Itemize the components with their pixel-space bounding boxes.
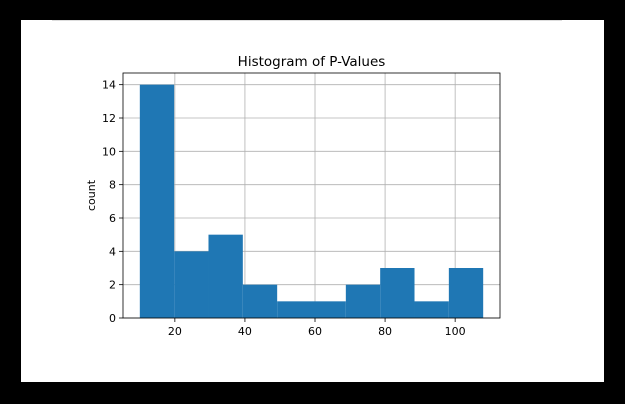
y-tick-label: 8 bbox=[109, 179, 116, 192]
histogram-bar bbox=[448, 268, 484, 318]
histogram-bar bbox=[277, 301, 312, 318]
ticks-layer: 0 2 4 6 8 10 12 14 20 40 60 80 100 bbox=[102, 79, 466, 338]
chart-title: Histogram of P-Values bbox=[238, 54, 386, 70]
histogram-bar bbox=[174, 251, 209, 318]
histogram-bar bbox=[242, 284, 278, 318]
histogram-bar bbox=[139, 84, 175, 319]
bars-layer bbox=[139, 84, 484, 319]
histogram-bar bbox=[311, 301, 346, 318]
x-tick-label: 80 bbox=[378, 325, 392, 338]
histogram-bar bbox=[345, 284, 381, 318]
figure-background bbox=[21, 20, 604, 382]
x-tick-label: 20 bbox=[168, 325, 182, 338]
y-tick-label: 10 bbox=[102, 145, 116, 158]
histogram-bar bbox=[208, 234, 243, 318]
separator-line bbox=[52, 20, 562, 21]
x-tick-label: 40 bbox=[238, 325, 252, 338]
y-tick-label: 2 bbox=[109, 279, 116, 292]
axes-frame bbox=[122, 72, 501, 319]
histogram-bar bbox=[380, 268, 415, 318]
y-tick-label: 4 bbox=[109, 245, 116, 258]
histogram-bar bbox=[414, 301, 449, 318]
x-tick-label: 100 bbox=[445, 325, 466, 338]
x-tick-label: 60 bbox=[308, 325, 322, 338]
y-tick-label: 14 bbox=[102, 79, 116, 92]
y-tick-label: 6 bbox=[109, 212, 116, 225]
y-tick-label: 0 bbox=[109, 312, 116, 325]
y-axis-label: count bbox=[85, 179, 98, 211]
y-tick-label: 12 bbox=[102, 112, 116, 125]
